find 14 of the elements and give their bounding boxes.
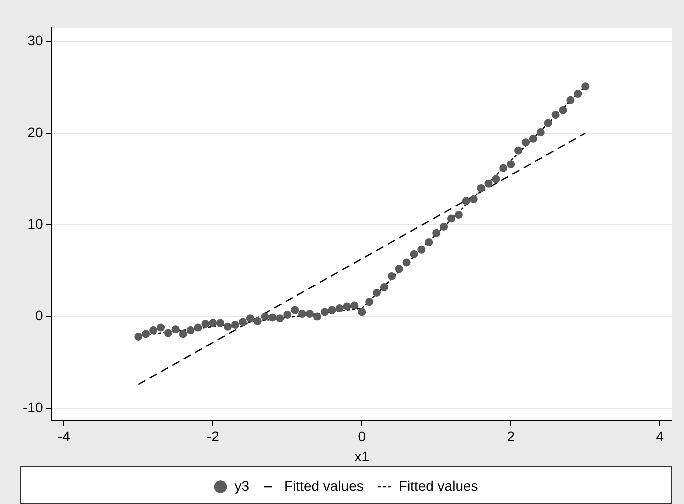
x-tick-label: 0 [358, 428, 366, 445]
y-tick-label: 20 [28, 124, 44, 140]
y-tick-label: 0 [35, 308, 44, 324]
legend-label: Fitted values [398, 478, 478, 494]
x-tick-label: -4 [58, 428, 71, 445]
y-tick-label: -10 [23, 399, 44, 416]
y-tick-label: 30 [28, 32, 44, 49]
y-tick-label: 10 [28, 216, 44, 232]
x-tick-label: -2 [206, 428, 220, 445]
x-axis-title: x1 [354, 448, 370, 464]
x-tick-label: 2 [507, 428, 516, 445]
legend-label: Fitted values [284, 478, 364, 494]
x-tick-label: 4 [656, 428, 664, 445]
legend-label: y3 [234, 478, 250, 494]
